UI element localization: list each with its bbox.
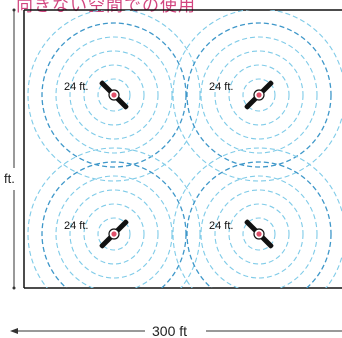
device-2 — [244, 80, 274, 110]
coverage-ring — [242, 217, 276, 251]
coverage-ring — [69, 189, 159, 279]
left-dimension-label: ft. — [4, 171, 15, 186]
coverage-ring — [41, 22, 187, 168]
device-3 — [99, 219, 129, 249]
device-indicator-icon — [111, 231, 117, 237]
distance-label: 24 ft. — [209, 81, 233, 93]
coverage-ring — [186, 161, 332, 288]
device-4 — [244, 219, 274, 249]
coverage-ring — [27, 147, 201, 288]
coverage-ring — [41, 161, 187, 288]
left-dimension-end — [12, 286, 16, 290]
coverage-ring — [27, 10, 201, 182]
coverage-ring — [242, 78, 276, 112]
bottom-dimension-label: 300 ft — [152, 323, 187, 338]
coverage-ring — [55, 175, 173, 288]
distance-label: 24 ft. — [64, 220, 88, 232]
coverage-ring — [97, 217, 131, 251]
distance-label: 24 ft. — [209, 220, 233, 232]
device-1 — [99, 80, 129, 110]
coverage-ring — [228, 203, 290, 265]
coverage-ring — [69, 50, 159, 140]
coverage-ring — [55, 36, 173, 154]
device-indicator-icon — [256, 92, 262, 98]
coverage-ring — [186, 22, 332, 168]
coverage-ring — [200, 175, 318, 288]
coverage-ring — [97, 78, 131, 112]
coverage-ring — [228, 64, 290, 126]
coverage-ring — [172, 147, 342, 288]
coverage-ring — [214, 189, 304, 279]
page-title: 向きない空間での使用 — [16, 0, 196, 16]
device-indicator-icon — [256, 231, 262, 237]
coverage-ring — [83, 64, 145, 126]
coverage-ring — [83, 203, 145, 265]
left-dimension-end — [12, 8, 16, 12]
device-indicator-icon — [111, 92, 117, 98]
distance-label: 24 ft. — [64, 81, 88, 93]
coverage-ring — [214, 50, 304, 140]
bottom-dimension-arrow — [10, 328, 18, 334]
coverage-ring — [200, 36, 318, 154]
